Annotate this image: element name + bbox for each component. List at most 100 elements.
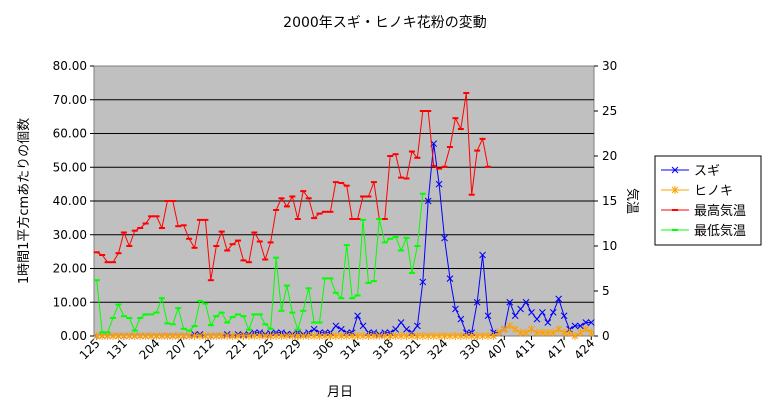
data-point: [511, 312, 519, 320]
x-tick-label: 207: [164, 336, 190, 362]
legend-item: スギ: [661, 164, 720, 179]
x-tick-label: 407: [484, 336, 510, 362]
x-tick-label: 212: [191, 336, 217, 362]
data-point: [392, 332, 399, 340]
data-point: [125, 332, 133, 340]
data-point: [577, 328, 584, 337]
x-tick-label: 314: [338, 336, 364, 362]
data-point: [582, 319, 590, 326]
data-point: [136, 332, 144, 340]
data-point: [337, 325, 345, 333]
data-point: [560, 312, 568, 320]
data-point: [294, 332, 302, 340]
data-point: [533, 328, 541, 337]
data-point: [381, 332, 389, 340]
data-point: [468, 332, 476, 340]
grid-lines: [94, 99, 594, 303]
data-point: [500, 325, 508, 334]
x-tick-label: 417: [544, 336, 570, 362]
data-point: [419, 332, 427, 340]
y-tick-label: 60.00: [53, 127, 87, 141]
chart-title: 2000年スギ・ヒノキ花粉の変動: [283, 14, 487, 31]
data-point: [517, 305, 524, 313]
x-tick-label: 306: [310, 336, 336, 362]
data-point: [299, 332, 307, 340]
legend-label: ヒノキ: [694, 184, 733, 199]
data-point: [414, 322, 421, 330]
data-point: [354, 332, 361, 340]
data-point: [506, 298, 514, 306]
x-tick-label: 330: [457, 336, 483, 362]
data-point: [522, 328, 530, 337]
data-point: [419, 278, 427, 286]
data-point: [560, 328, 568, 337]
y-axis-ticks: 0.00 10.00 20.00 30.00 40.00 50.00 60.00 70.00 8…: [53, 59, 94, 343]
series-2: [93, 321, 595, 340]
data-point: [261, 332, 269, 340]
data-point: [544, 319, 552, 326]
data-point: [457, 332, 465, 340]
data-point: [196, 332, 204, 340]
x-tick-label: 225: [251, 336, 277, 362]
data-point: [337, 332, 345, 340]
y-tick-label: 80.00: [53, 59, 87, 73]
data-point: [348, 332, 356, 340]
data-point: [577, 322, 584, 330]
data-point: [93, 332, 101, 340]
y2-axis-ticks: 0 5 10 15 20 25 30: [594, 59, 617, 343]
data-point: [403, 332, 410, 340]
data-point: [435, 332, 443, 340]
data-point: [392, 325, 399, 333]
y-tick-label: 0.00: [60, 329, 87, 343]
data-point: [528, 309, 535, 316]
data-point: [484, 332, 492, 340]
legend-label: スギ: [694, 164, 720, 179]
data-point: [544, 328, 552, 337]
data-point: [403, 325, 410, 333]
data-point: [316, 332, 323, 340]
data-point: [452, 332, 459, 340]
x-axis-label: 月日: [327, 385, 353, 400]
legend-item: ヒノキ: [661, 184, 733, 199]
data-point: [370, 332, 378, 340]
data-point: [549, 309, 557, 316]
data-point: [539, 309, 546, 316]
data-point: [256, 332, 264, 340]
data-point: [490, 332, 497, 340]
data-point: [245, 332, 253, 340]
data-point: [120, 332, 128, 340]
y2-tick-label: 20: [602, 149, 617, 163]
x-tick-label: 221: [223, 336, 249, 362]
data-point: [479, 251, 486, 259]
y2-tick-label: 15: [602, 194, 617, 208]
y-tick-label: 20.00: [53, 262, 87, 276]
data-point: [153, 332, 160, 340]
data-point: [414, 332, 421, 340]
data-point: [229, 332, 236, 340]
data-point: [212, 332, 220, 340]
data-point: [321, 332, 329, 340]
data-point: [671, 186, 679, 194]
data-point: [571, 332, 579, 340]
x-tick-label: 318: [370, 336, 396, 362]
data-point: [495, 328, 503, 337]
data-point: [522, 298, 530, 306]
data-point: [424, 197, 432, 205]
series-4: [93, 192, 426, 334]
data-point: [131, 332, 139, 340]
data-point: [180, 332, 188, 340]
data-point: [207, 332, 215, 340]
y2-tick-label: 10: [602, 239, 617, 253]
data-point: [234, 332, 242, 340]
y-axis-label: 1時間1平方cmあたりの個数: [16, 118, 32, 284]
y-tick-label: 10.00: [53, 295, 87, 309]
data-point: [528, 325, 535, 334]
data-point: [452, 305, 459, 313]
data-point: [446, 275, 454, 282]
data-point: [587, 328, 595, 337]
data-point: [310, 332, 318, 340]
data-point: [359, 332, 367, 340]
data-point: [109, 332, 117, 340]
data-point: [484, 312, 492, 320]
